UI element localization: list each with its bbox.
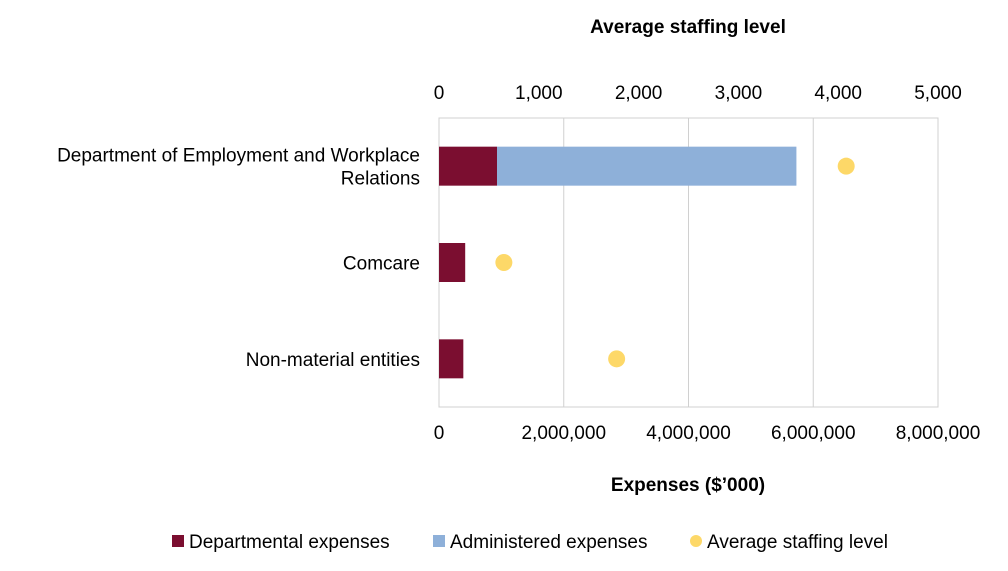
legend-marker-square — [433, 535, 445, 547]
legend-label: Average staffing level — [707, 532, 888, 553]
bottom-tick-label: 8,000,000 — [896, 423, 981, 444]
legend-marker-circle — [690, 535, 702, 547]
category-label: Non-material entities — [246, 350, 420, 371]
bar-departmental-expenses — [439, 243, 466, 282]
bar-departmental-expenses — [439, 339, 464, 379]
bottom-tick-label: 4,000,000 — [646, 423, 731, 444]
legend-label: Administered expenses — [450, 532, 648, 553]
staffing-points — [495, 157, 855, 368]
legend-label: Departmental expenses — [189, 532, 390, 553]
top-tick-label: 3,000 — [715, 83, 763, 104]
top-tick-label: 4,000 — [814, 83, 862, 104]
top-tick-label: 1,000 — [515, 83, 563, 104]
category-labels: Department of Employment and Workplace Re… — [57, 146, 420, 371]
bottom-axis-title: Expenses ($’000) — [611, 475, 765, 496]
top-axis-ticks: 0 1,000 2,000 3,000 4,000 5,000 — [434, 83, 962, 104]
category-label: Department of Employment and Workplace Re… — [57, 146, 420, 190]
top-tick-label: 2,000 — [615, 83, 663, 104]
legend: Departmental expenses Administered expens… — [172, 532, 888, 553]
staffing-point — [495, 254, 513, 271]
bottom-tick-label: 0 — [434, 423, 445, 444]
bottom-tick-label: 6,000,000 — [771, 423, 856, 444]
bottom-axis-ticks: 0 2,000,000 4,000,000 6,000,000 8,000,000 — [434, 423, 981, 444]
legend-marker-square — [172, 535, 184, 547]
staffing-point — [608, 350, 626, 368]
top-tick-label: 0 — [434, 83, 445, 104]
top-axis-title: Average staffing level — [590, 17, 786, 38]
top-tick-label: 5,000 — [914, 83, 962, 104]
category-label: Comcare — [343, 254, 420, 275]
bars — [439, 146, 797, 379]
bar-administered-expenses — [497, 146, 797, 186]
bottom-tick-label: 2,000,000 — [521, 423, 606, 444]
bar-departmental-expenses — [439, 146, 498, 186]
staffing-point — [837, 157, 855, 175]
